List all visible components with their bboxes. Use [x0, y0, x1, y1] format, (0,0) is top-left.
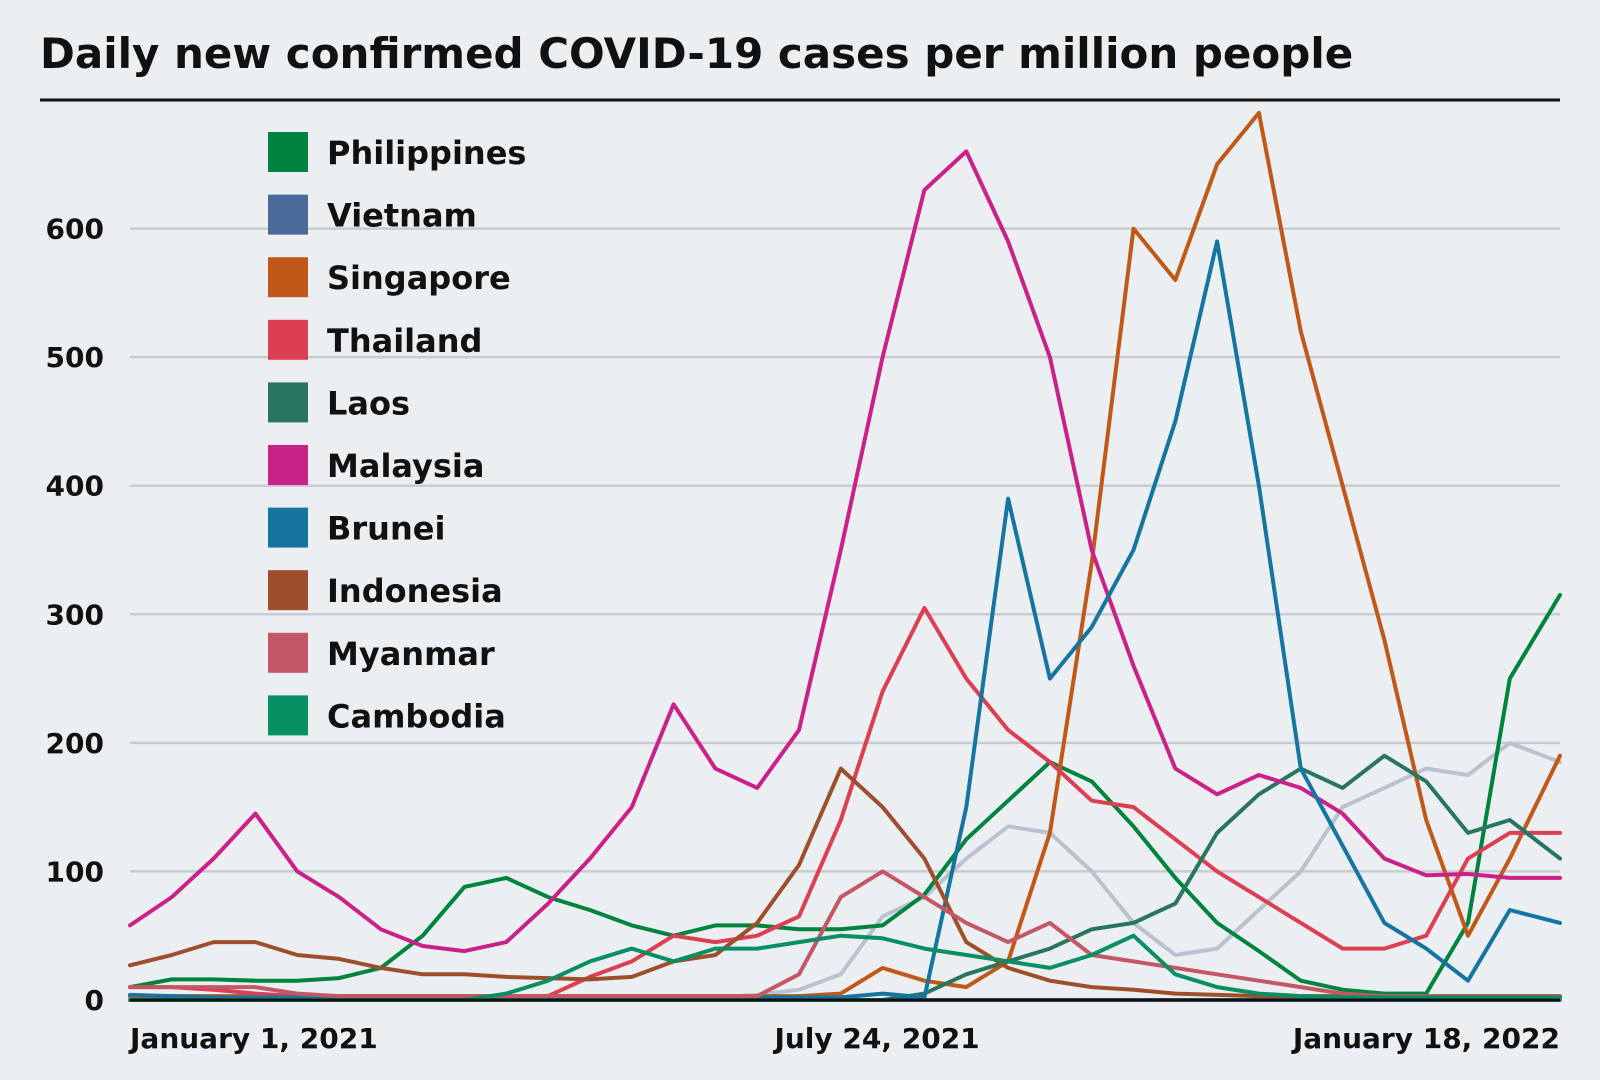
- legend-label-myanmar: Myanmar: [327, 635, 495, 673]
- legend-swatch-indonesia: [268, 570, 308, 611]
- y-tick-label: 400: [46, 470, 104, 503]
- x-tick-label: July 24, 2021: [772, 1022, 979, 1055]
- series-line-myanmar: [128, 869, 1562, 999]
- legend-swatch-philippines: [268, 132, 308, 172]
- legend-swatch-myanmar: [268, 632, 308, 673]
- legend-label-philippines: Philippines: [327, 134, 526, 172]
- x-tick-label: January 18, 2022: [1291, 1022, 1560, 1055]
- legend-swatch-malaysia: [268, 445, 308, 485]
- y-tick-label: 100: [46, 855, 104, 888]
- legend-label-brunei: Brunei: [327, 510, 445, 548]
- legend-swatch-brunei: [268, 507, 308, 548]
- legend-label-malaysia: Malaysia: [327, 447, 484, 485]
- legend-label-thailand: Thailand: [327, 322, 482, 360]
- y-tick-labels: 0 100 200 300 400 500 600: [46, 213, 104, 1017]
- legend-swatch-thailand: [268, 319, 308, 360]
- y-tick-label: 0: [85, 984, 104, 1017]
- gridlines: [130, 227, 1560, 873]
- legend-swatch-cambodia: [268, 695, 308, 736]
- legend-label-vietnam: Vietnam: [327, 197, 477, 235]
- y-tick-label: 200: [46, 727, 104, 760]
- y-tick-label: 300: [46, 598, 104, 631]
- legend-label-laos: Laos: [327, 384, 410, 422]
- legend-swatch-singapore: [268, 257, 308, 298]
- legend-label-cambodia: Cambodia: [327, 697, 506, 735]
- legend-label-indonesia: Indonesia: [327, 572, 503, 610]
- series-line-philippines: [128, 593, 1562, 996]
- legend-swatch-vietnam: [268, 194, 308, 235]
- x-tick-labels: January 1, 2021 July 24, 2021 January 18, …: [128, 1022, 1560, 1055]
- legend: Philippines Vietnam Singapore Thailand Laos M…: [268, 132, 526, 736]
- y-tick-label: 600: [46, 213, 104, 246]
- series-line-laos: [128, 753, 1562, 1002]
- series-lines: [128, 110, 1562, 1002]
- legend-swatch-laos: [268, 382, 308, 423]
- x-tick-label: January 1, 2021: [128, 1022, 378, 1055]
- chart-title: Daily new confirmed COVID-19 cases per m…: [40, 29, 1353, 78]
- series-line-singapore: [128, 110, 1562, 999]
- legend-label-singapore: Singapore: [327, 259, 511, 297]
- y-tick-label: 500: [46, 341, 104, 374]
